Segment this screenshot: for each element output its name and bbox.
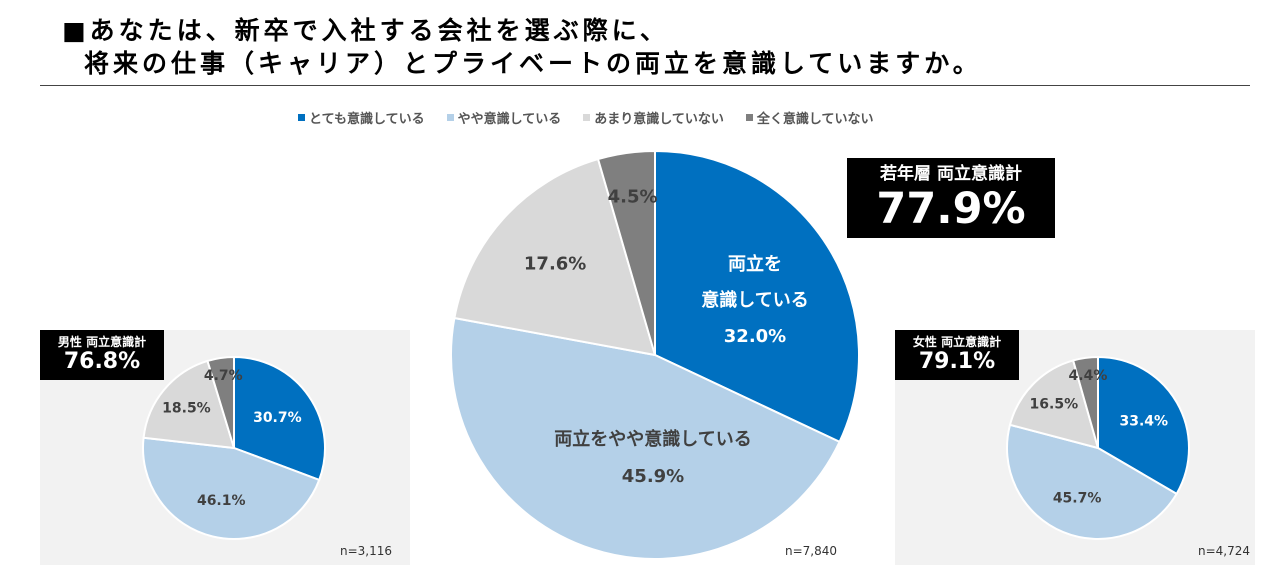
youth-sample-size: n=7,840: [785, 544, 838, 558]
legend-label-not-at-all: 全く意識していない: [756, 112, 874, 127]
title-line-2: 将来の仕事（キャリア）とプライベートの両立を意識していますか。: [84, 49, 982, 78]
male-total-badge: 男性 両立意識計 76.8%: [40, 330, 164, 380]
female-sample-size: n=4,724: [1198, 544, 1251, 558]
page-title: ■あなたは、新卒で入社する会社を選ぶ際に、 将来の仕事（キャリア）とプライベート…: [62, 14, 982, 80]
youth-total-value: 77.9%: [876, 184, 1026, 234]
female-slice-label-not-at-all: 4.4%: [1069, 368, 1108, 384]
title-divider: [40, 85, 1250, 86]
female-pie: 33.4% 45.7% 16.5% 4.4%: [1005, 355, 1190, 541]
female-slice-label-very: 33.4%: [1119, 414, 1168, 430]
male-sample-size: n=3,116: [340, 544, 393, 558]
legend-item-very: とても意識している: [298, 108, 425, 127]
youth-total-badge: 若年層 両立意識計 77.9%: [847, 158, 1055, 238]
female-slice-not-much: [1008, 359, 1100, 450]
female-slice-not-at-all: [1071, 355, 1099, 449]
youth-slice-label-not-much: 17.6%: [524, 254, 586, 275]
legend-item-somewhat: やや意識している: [446, 108, 562, 127]
male-total-value: 76.8%: [63, 349, 141, 374]
legend-swatch-very: [298, 114, 305, 121]
legend-label-somewhat: やや意識している: [457, 112, 562, 127]
chart-legend: とても意識している やや意識している あまり意識していない 全く意識していない: [298, 108, 873, 127]
legend-label-very: とても意識している: [309, 112, 425, 127]
male-slice-not-much: [142, 359, 236, 450]
female-total-label: 女性 両立意識計: [912, 335, 1002, 349]
youth-slice-somewhat: [450, 316, 841, 560]
male-pie: 30.7% 46.1% 18.5% 4.7%: [142, 355, 326, 540]
legend-swatch-not-at-all: [745, 114, 753, 121]
legend-item-not-much: あまり意識していない: [583, 108, 724, 127]
male-slice-very: [233, 355, 326, 482]
legend-label-not-much: あまり意識していない: [594, 112, 724, 127]
youth-annotation-somewhat: 両立をやや意識している: [554, 428, 751, 450]
male-slice-not-at-all: [206, 355, 235, 449]
female-slice-somewhat: [1005, 423, 1178, 541]
female-total-value: 79.1%: [918, 349, 996, 374]
youth-annotation-very-line-2: 意識している: [701, 289, 808, 311]
male-total-label: 男性 両立意識計: [57, 335, 147, 349]
female-slice-very: [1097, 355, 1190, 496]
female-total-badge: 女性 両立意識計 79.1%: [895, 330, 1019, 380]
youth-annotation-very-line-1: 両立を: [728, 253, 782, 275]
legend-item-not-at-all: 全く意識していない: [745, 108, 874, 127]
male-slice-label-not-much: 18.5%: [162, 400, 211, 416]
male-slice-somewhat: [142, 436, 321, 540]
title-line-1: ■あなたは、新卒で入社する会社を選ぶ際に、: [62, 16, 669, 45]
male-slice-label-not-at-all: 4.7%: [204, 368, 243, 384]
female-slice-label-not-much: 16.5%: [1030, 397, 1079, 413]
youth-slice-not-much: [453, 157, 657, 357]
youth-slice-label-not-at-all: 4.5%: [608, 186, 658, 207]
legend-swatch-not-much: [583, 114, 591, 121]
youth-slice-not-at-all: [596, 149, 656, 356]
youth-slice-very: [654, 149, 860, 444]
male-slice-label-very: 30.7%: [253, 410, 302, 426]
youth-slice-label-somewhat: 45.9%: [622, 466, 684, 487]
female-slice-label-somewhat: 45.7%: [1053, 490, 1102, 506]
male-slice-label-somewhat: 46.1%: [197, 493, 246, 509]
legend-swatch-somewhat: [446, 114, 454, 121]
youth-total-label: 若年層 両立意識計: [880, 164, 1022, 184]
youth-slice-label-very: 32.0%: [724, 326, 786, 347]
